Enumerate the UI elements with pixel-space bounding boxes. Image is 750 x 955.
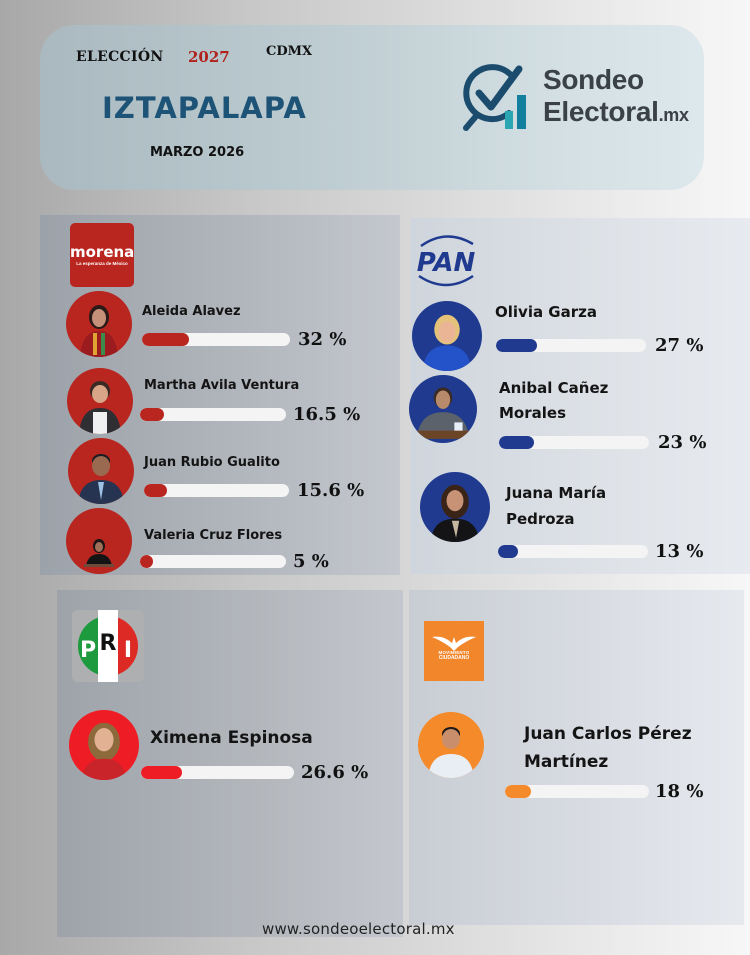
brand-logo: Sondeo Electoral.mx bbox=[461, 61, 711, 141]
progress-bar bbox=[142, 333, 290, 346]
movimiento-ciudadano-logo: MOVIMIENTO CIUDADANO bbox=[424, 621, 484, 681]
candidate-name-line1: Juana María bbox=[506, 484, 607, 502]
svg-text:PAN: PAN bbox=[417, 248, 476, 278]
candidate-name: Olivia Garza bbox=[495, 303, 597, 321]
election-year: 2027 bbox=[188, 48, 230, 66]
progress-bar bbox=[144, 484, 289, 497]
candidate-name-line2: Morales bbox=[499, 404, 566, 422]
header-banner: ELECCIÓN 2027 CDMX IZTAPALAPA MARZO 2026… bbox=[40, 25, 704, 190]
candidate-percent: 23 % bbox=[658, 432, 707, 453]
avatar bbox=[69, 710, 139, 780]
panel-pan: PAN Olivia Garza 27 % Anibal Cañez Moral… bbox=[409, 218, 750, 574]
page-title: IZTAPALAPA bbox=[102, 91, 307, 125]
candidate-percent: 16.5 % bbox=[293, 404, 361, 425]
panel-morena: morena La esperanza de México Aleida Ala… bbox=[40, 215, 400, 575]
avatar bbox=[420, 472, 490, 542]
avatar bbox=[67, 368, 133, 434]
election-label: ELECCIÓN bbox=[76, 49, 164, 65]
candidate-name-line1: Juan Carlos Pérez bbox=[524, 724, 692, 744]
candidate-name: Juan Rubio Gualito bbox=[144, 455, 280, 470]
svg-text:I: I bbox=[124, 638, 132, 663]
candidate-percent: 18 % bbox=[655, 781, 704, 802]
candidate-percent: 32 % bbox=[298, 329, 347, 350]
progress-bar bbox=[140, 555, 286, 568]
morena-logo: morena La esperanza de México bbox=[70, 223, 134, 287]
candidate-name: Valeria Cruz Flores bbox=[144, 528, 283, 543]
avatar bbox=[68, 438, 134, 504]
pan-logo: PAN bbox=[407, 228, 485, 292]
footer-url[interactable]: www.sondeoelectoral.mx bbox=[262, 920, 455, 938]
candidate-name: Martha Avila Ventura bbox=[144, 378, 300, 393]
progress-bar bbox=[499, 436, 649, 449]
svg-text:P: P bbox=[80, 638, 96, 663]
panel-pri: P R I Ximena Espinosa 26.6 % bbox=[57, 590, 403, 937]
candidate-name: Aleida Alavez bbox=[142, 304, 241, 319]
avatar bbox=[418, 712, 484, 778]
svg-text:R: R bbox=[100, 631, 117, 656]
magnifier-check-chart-icon bbox=[463, 64, 526, 131]
candidate-percent: 13 % bbox=[655, 541, 704, 562]
candidate-name-line1: Anibal Cañez bbox=[499, 379, 609, 397]
pri-logo: P R I bbox=[72, 610, 144, 682]
brand-name-line1: Sondeo bbox=[543, 64, 644, 95]
avatar bbox=[66, 508, 132, 574]
brand-name-line2: Electoral.mx bbox=[543, 96, 689, 127]
panel-movimiento-ciudadano: MOVIMIENTO CIUDADANO Juan Carlos Pérez M… bbox=[409, 590, 744, 925]
candidate-percent: 15.6 % bbox=[297, 480, 365, 501]
candidate-percent: 26.6 % bbox=[301, 762, 369, 783]
candidate-percent: 5 % bbox=[293, 551, 329, 572]
avatar bbox=[66, 291, 132, 357]
progress-bar bbox=[505, 785, 649, 798]
progress-bar bbox=[140, 408, 286, 421]
avatar bbox=[409, 375, 477, 443]
candidate-name-line2: Pedroza bbox=[506, 510, 575, 528]
candidate-percent: 27 % bbox=[655, 335, 704, 356]
region-label: CDMX bbox=[266, 44, 313, 59]
progress-bar bbox=[141, 766, 294, 779]
avatar bbox=[412, 301, 482, 371]
progress-bar bbox=[496, 339, 646, 352]
survey-date: MARZO 2026 bbox=[150, 145, 245, 160]
progress-bar bbox=[498, 545, 648, 558]
candidate-name-line2: Martínez bbox=[524, 752, 609, 772]
candidate-name: Ximena Espinosa bbox=[150, 728, 313, 748]
